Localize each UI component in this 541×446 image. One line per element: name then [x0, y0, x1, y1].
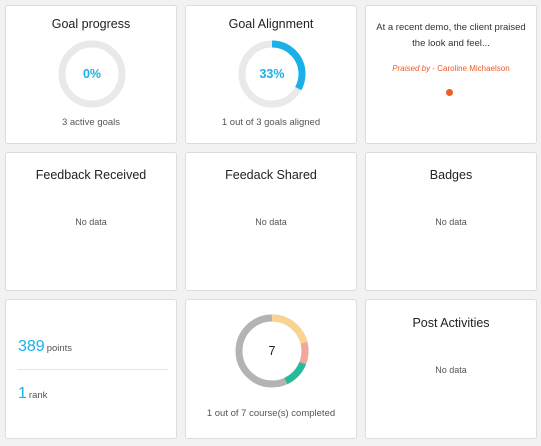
carousel-dot[interactable]: [446, 89, 453, 96]
goal-alignment-subtitle: 1 out of 3 goals aligned: [221, 117, 321, 128]
goal-progress-value: 0%: [82, 67, 102, 81]
goal-progress-subtitle: 3 active goals: [61, 117, 121, 128]
feedback-received-title: Feedback Received: [35, 168, 147, 182]
courses-donut: 7: [234, 313, 310, 389]
badges-card[interactable]: Badges No data: [365, 152, 537, 291]
goal-alignment-card[interactable]: Goal Alignment 33% 1 out of 3 goals alig…: [185, 5, 357, 144]
points-value: 389: [18, 338, 45, 355]
rank-stat: 1 rank: [18, 385, 47, 403]
goal-progress-title: Goal progress: [51, 17, 131, 31]
goal-alignment-title: Goal Alignment: [228, 17, 314, 31]
praise-quote: At a recent demo, the client praised the…: [376, 22, 526, 49]
goal-progress-card[interactable]: Goal progress 0% 3 active goals: [5, 5, 177, 144]
points-card[interactable]: 389 points 1 rank: [5, 299, 177, 439]
points-stat: 389 points: [18, 338, 72, 356]
divider: [17, 369, 168, 370]
praise-card[interactable]: At a recent demo, the client praised the…: [365, 5, 537, 144]
courses-subtitle: 1 out of 7 course(s) completed: [206, 408, 336, 419]
feedback-shared-card[interactable]: Feedack Shared No data: [185, 152, 357, 291]
praised-by: Praised by - Caroline Michaelson: [366, 64, 536, 73]
feedback-shared-title: Feedack Shared: [225, 168, 317, 182]
goal-alignment-ring: 33%: [237, 39, 307, 109]
rank-unit: rank: [28, 390, 48, 401]
post-activities-card[interactable]: Post Activities No data: [365, 299, 537, 439]
feedback-received-empty: No data: [75, 217, 107, 227]
donut-segment-yellow: [235, 314, 309, 388]
praised-by-name: - Caroline Michaelson: [432, 64, 510, 73]
praised-by-label: Praised by: [392, 64, 431, 73]
post-activities-empty: No data: [435, 365, 467, 375]
feedback-received-card[interactable]: Feedback Received No data: [5, 152, 177, 291]
courses-card[interactable]: 7 1 out of 7 course(s) completed: [185, 299, 357, 439]
goal-progress-ring: 0%: [57, 39, 127, 109]
rank-value: 1: [18, 385, 27, 402]
courses-total: 7: [268, 344, 276, 358]
badges-title: Badges: [429, 168, 473, 182]
goal-alignment-value: 33%: [259, 67, 285, 81]
badges-empty: No data: [435, 217, 467, 227]
points-unit: points: [46, 343, 73, 354]
feedback-shared-empty: No data: [255, 217, 287, 227]
donut-segment-pink: [235, 314, 309, 388]
ring-progress-arc: [238, 40, 306, 108]
post-activities-title: Post Activities: [412, 316, 490, 330]
ring-track: [58, 40, 126, 108]
